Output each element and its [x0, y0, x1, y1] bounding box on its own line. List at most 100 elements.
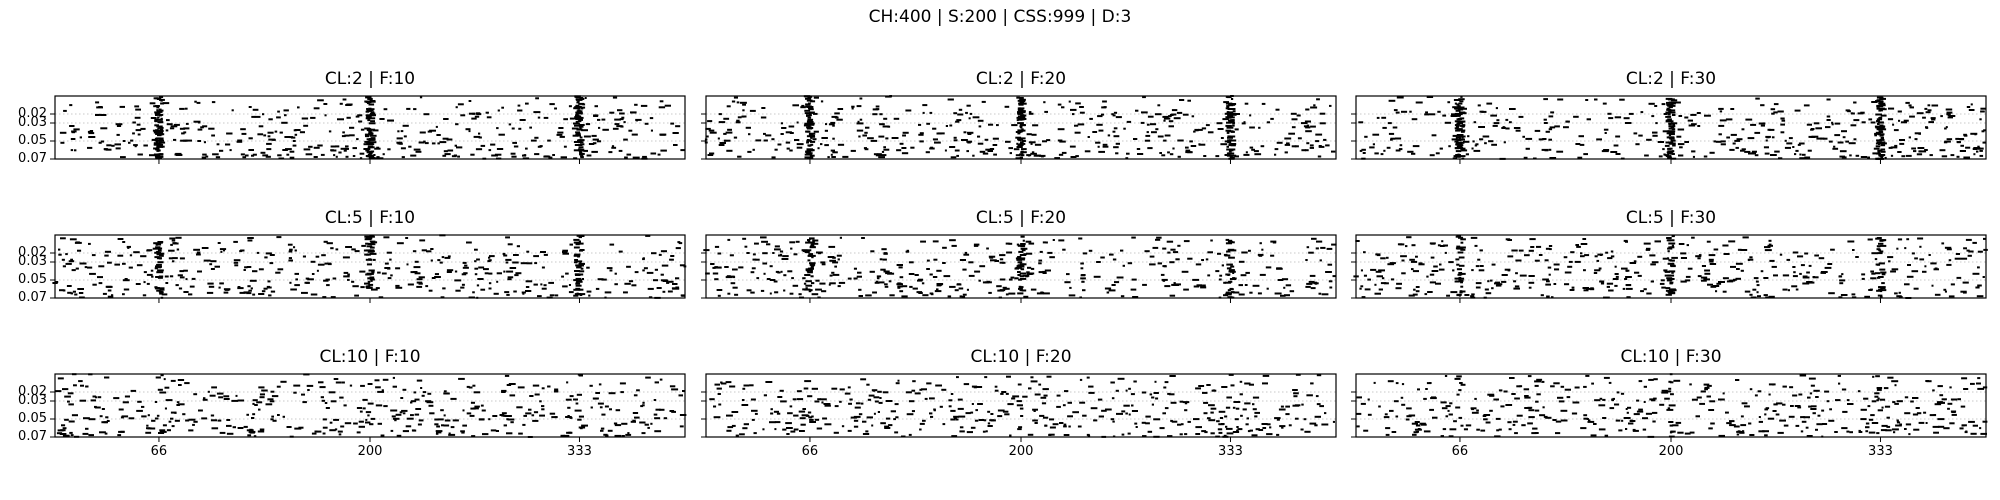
event-mark [1852, 249, 1855, 251]
event-mark [999, 261, 1004, 264]
event-mark [1773, 111, 1778, 114]
event-mark [1676, 135, 1682, 138]
event-mark [1458, 278, 1462, 281]
event-mark [1795, 288, 1799, 291]
event-mark [1261, 102, 1266, 105]
event-mark [951, 435, 958, 438]
event-mark [957, 113, 964, 116]
event-mark [1471, 411, 1479, 414]
event-mark [1729, 279, 1736, 282]
event-mark [1461, 138, 1465, 141]
event-mark [436, 431, 442, 434]
event-mark [1980, 110, 1985, 113]
event-mark [1982, 276, 1985, 278]
event-mark [1454, 127, 1459, 130]
event-mark [1042, 272, 1047, 274]
event-mark [1017, 122, 1024, 125]
event-mark [1668, 123, 1672, 126]
event-mark [1456, 139, 1462, 142]
event-mark [1615, 153, 1621, 155]
event-mark [762, 262, 768, 265]
event-mark [402, 412, 406, 415]
event-mark [569, 395, 574, 398]
event-mark [375, 386, 381, 389]
event-mark [340, 425, 345, 428]
event-mark [460, 430, 465, 433]
event-mark [566, 381, 569, 384]
event-mark [535, 97, 539, 100]
event-mark [1111, 113, 1114, 116]
event-mark [367, 383, 373, 385]
event-mark [98, 282, 103, 285]
event-mark [410, 400, 417, 403]
event-mark [1300, 122, 1308, 125]
event-mark [1919, 245, 1922, 248]
event-mark [1670, 393, 1674, 396]
event-mark [1456, 293, 1462, 296]
event-mark [882, 391, 889, 394]
event-mark [1218, 278, 1222, 281]
event-mark [1657, 141, 1664, 143]
event-mark [1017, 112, 1022, 115]
event-mark [226, 424, 232, 427]
event-mark [360, 384, 365, 387]
event-mark [1228, 373, 1234, 376]
event-mark [553, 390, 559, 393]
event-mark [1718, 133, 1722, 136]
event-mark [395, 267, 401, 270]
event-mark [1461, 290, 1466, 293]
event-mark [1425, 388, 1428, 390]
event-mark [804, 380, 812, 383]
event-mark [1005, 392, 1009, 395]
event-mark [1513, 287, 1520, 290]
x-tick-label: 200 [1008, 444, 1034, 459]
event-mark [1262, 427, 1267, 429]
event-mark [262, 113, 265, 116]
event-mark [761, 240, 768, 243]
event-mark [1878, 152, 1881, 155]
event-mark [1849, 154, 1852, 157]
event-mark [1685, 279, 1691, 282]
event-mark [356, 138, 359, 141]
event-mark [972, 116, 980, 119]
event-mark [581, 125, 584, 127]
event-mark [1890, 270, 1896, 273]
event-mark [1628, 112, 1634, 115]
event-mark [1580, 255, 1585, 258]
event-mark [485, 111, 489, 114]
event-mark [623, 138, 628, 141]
event-mark [1795, 149, 1799, 152]
event-mark [1452, 157, 1457, 160]
event-mark [807, 411, 812, 414]
event-mark [1670, 246, 1675, 249]
event-mark [942, 262, 946, 264]
event-mark [1671, 128, 1676, 131]
event-mark [166, 429, 171, 432]
event-mark [313, 156, 318, 158]
event-mark [732, 286, 738, 289]
event-mark [1633, 132, 1638, 135]
event-mark [405, 237, 409, 239]
event-mark [1014, 277, 1019, 280]
event-mark [1763, 294, 1768, 297]
event-mark [1063, 425, 1067, 428]
event-mark [1970, 432, 1977, 435]
event-mark [1093, 275, 1101, 278]
event-mark [1534, 384, 1539, 387]
event-mark [1808, 264, 1812, 267]
event-mark [121, 415, 129, 418]
event-mark [1457, 104, 1460, 107]
event-mark [731, 424, 736, 427]
event-mark [1897, 110, 1902, 113]
event-mark [875, 108, 880, 111]
event-mark [1729, 420, 1735, 423]
event-mark [1005, 242, 1010, 245]
event-mark [185, 419, 190, 422]
event-mark [1069, 286, 1072, 289]
event-mark [1005, 140, 1011, 143]
event-mark [1894, 384, 1897, 387]
event-mark [1332, 420, 1335, 423]
event-mark [85, 427, 89, 430]
event-mark [1723, 253, 1730, 255]
event-mark [1719, 110, 1723, 113]
